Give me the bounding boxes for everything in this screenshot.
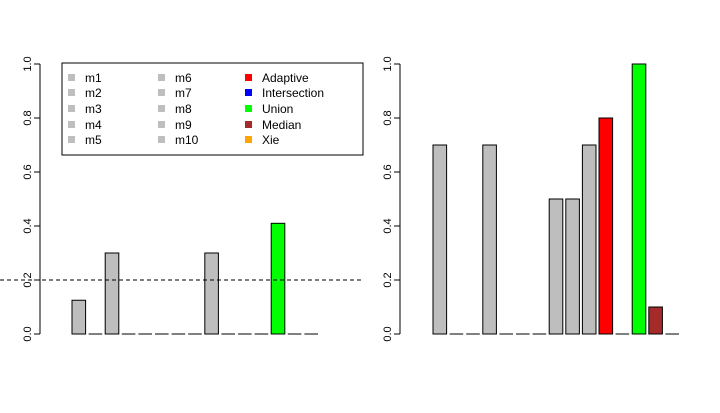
legend-swatch-m7 [158, 89, 165, 96]
legend-label-m1: m1 [85, 71, 102, 85]
legend-label-m10: m10 [175, 133, 199, 147]
legend-swatch-m8 [158, 105, 165, 112]
legend-label-m5: m5 [85, 133, 102, 147]
legend-label-m6: m6 [175, 71, 192, 85]
legend-swatch-m3 [68, 105, 75, 112]
bar-m9 [565, 198, 580, 335]
y-tick-label: 0.0 [22, 326, 34, 341]
bar-m9 [204, 252, 219, 335]
legend-swatch-m9 [158, 121, 165, 128]
legend-swatch-adaptive [245, 74, 252, 81]
legend-label-intersection: Intersection [262, 86, 324, 100]
legend-swatch-m4 [68, 121, 75, 128]
legend-swatch-m5 [68, 136, 75, 143]
y-tick-label: 0.8 [22, 110, 34, 125]
y-tick-label: 1.0 [22, 56, 34, 71]
y-tick-label: 0.4 [382, 218, 394, 233]
bar-adaptive [598, 117, 614, 335]
bar-m4 [482, 144, 497, 335]
legend-label-m4: m4 [85, 118, 102, 132]
legend-swatch-xie [245, 136, 252, 143]
bar-m3 [104, 252, 120, 335]
legend-label-m7: m7 [175, 86, 192, 100]
bar-m1 [432, 144, 448, 335]
y-tick-label: 0.8 [382, 110, 394, 125]
legend-label-union: Union [262, 102, 293, 116]
bar-union [631, 63, 647, 335]
legend-label-m3: m3 [85, 102, 102, 116]
legend-label-m9: m9 [175, 118, 192, 132]
bar-m8 [548, 198, 564, 335]
legend-swatch-union [245, 105, 252, 112]
legend-swatch-m2 [68, 89, 75, 96]
legend-label-xie: Xie [262, 133, 280, 147]
y-tick-label: 0.2 [382, 272, 394, 287]
legend-swatch-m6 [158, 74, 165, 81]
legend-label-median: Median [262, 118, 301, 132]
y-tick-label: 0.4 [22, 218, 34, 233]
bar-median [648, 306, 663, 335]
legend-label-m8: m8 [175, 102, 192, 116]
legend-box [61, 62, 364, 156]
left-bar-chart: 0.00.20.40.60.81.0m1m2m3m4m5m6m7m8m9m10A… [0, 56, 364, 342]
legend-label-adaptive: Adaptive [262, 71, 309, 85]
y-tick-label: 1.0 [382, 56, 394, 71]
bar-union [270, 222, 286, 335]
legend-swatch-m10 [158, 136, 165, 143]
y-tick-label: 0.0 [382, 326, 394, 341]
legend-swatch-intersection [245, 89, 252, 96]
legend-label-m2: m2 [85, 86, 102, 100]
y-tick-label: 0.6 [22, 164, 34, 179]
bar-m10 [581, 144, 597, 335]
legend-swatch-m1 [68, 74, 75, 81]
legend-swatch-median [245, 121, 252, 128]
y-tick-label: 0.6 [382, 164, 394, 179]
right-bar-chart: 0.0 0.2 0.4 0.6 0.8 1.0 [382, 56, 679, 342]
bar-m1 [71, 299, 87, 335]
